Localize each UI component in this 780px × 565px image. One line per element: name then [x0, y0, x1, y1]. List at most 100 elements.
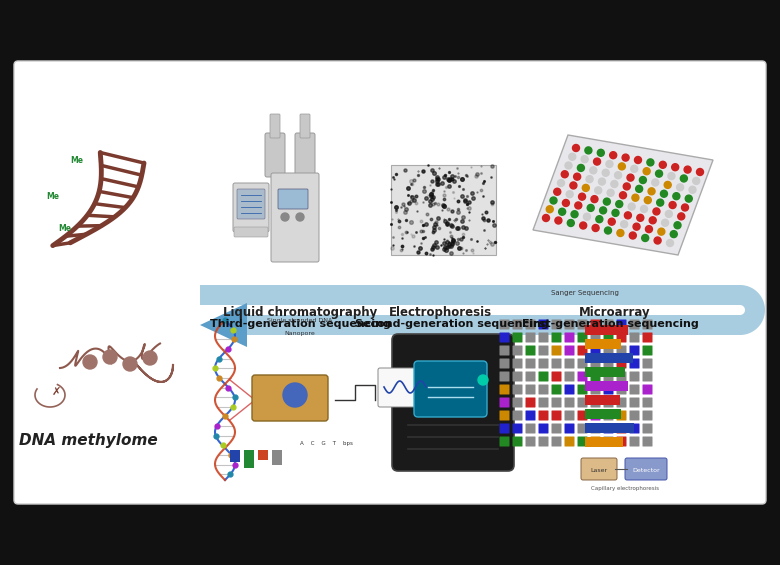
Circle shape	[573, 145, 580, 151]
FancyBboxPatch shape	[604, 385, 614, 394]
FancyBboxPatch shape	[604, 372, 614, 381]
Polygon shape	[740, 285, 765, 335]
Circle shape	[596, 216, 603, 223]
Circle shape	[567, 219, 574, 227]
Polygon shape	[200, 285, 740, 305]
FancyBboxPatch shape	[526, 359, 536, 368]
FancyBboxPatch shape	[577, 411, 587, 420]
Circle shape	[697, 168, 704, 176]
Circle shape	[562, 199, 569, 206]
FancyBboxPatch shape	[585, 395, 620, 405]
FancyBboxPatch shape	[643, 398, 653, 407]
FancyBboxPatch shape	[499, 437, 509, 446]
Circle shape	[555, 217, 562, 224]
Circle shape	[684, 166, 691, 173]
Circle shape	[580, 222, 587, 229]
Circle shape	[571, 211, 578, 218]
Circle shape	[581, 156, 588, 163]
Polygon shape	[200, 303, 247, 347]
Circle shape	[666, 240, 673, 246]
FancyBboxPatch shape	[512, 424, 523, 433]
FancyBboxPatch shape	[577, 424, 587, 433]
Circle shape	[689, 186, 696, 193]
Circle shape	[562, 171, 569, 178]
FancyBboxPatch shape	[526, 319, 536, 329]
FancyBboxPatch shape	[551, 385, 562, 394]
Circle shape	[636, 185, 643, 192]
Circle shape	[281, 213, 289, 221]
FancyBboxPatch shape	[643, 424, 653, 433]
Circle shape	[653, 208, 660, 215]
Circle shape	[644, 197, 651, 203]
FancyBboxPatch shape	[252, 375, 328, 421]
Circle shape	[550, 197, 557, 204]
Circle shape	[622, 154, 629, 161]
FancyBboxPatch shape	[551, 437, 562, 446]
FancyBboxPatch shape	[577, 332, 587, 342]
FancyBboxPatch shape	[590, 332, 601, 342]
FancyBboxPatch shape	[585, 325, 629, 335]
FancyBboxPatch shape	[551, 424, 562, 433]
Circle shape	[678, 213, 685, 220]
FancyBboxPatch shape	[278, 189, 308, 209]
Circle shape	[634, 157, 641, 163]
FancyBboxPatch shape	[378, 368, 432, 407]
Circle shape	[619, 163, 626, 170]
Circle shape	[659, 161, 666, 168]
Circle shape	[665, 181, 672, 188]
Text: Me: Me	[70, 156, 83, 165]
FancyBboxPatch shape	[590, 372, 601, 381]
FancyBboxPatch shape	[499, 319, 509, 329]
FancyBboxPatch shape	[629, 346, 640, 355]
Text: Second-generation sequencing: Second-generation sequencing	[355, 319, 549, 329]
FancyBboxPatch shape	[14, 61, 766, 504]
Text: Capillary electrophoresis: Capillary electrophoresis	[591, 486, 659, 491]
FancyBboxPatch shape	[565, 437, 575, 446]
FancyBboxPatch shape	[499, 359, 509, 368]
FancyBboxPatch shape	[538, 424, 548, 433]
FancyBboxPatch shape	[565, 319, 575, 329]
FancyBboxPatch shape	[604, 398, 614, 407]
FancyBboxPatch shape	[551, 359, 562, 368]
Circle shape	[627, 174, 634, 181]
FancyBboxPatch shape	[551, 372, 562, 381]
Circle shape	[558, 180, 565, 186]
Circle shape	[103, 350, 117, 364]
Circle shape	[672, 164, 679, 171]
FancyBboxPatch shape	[577, 385, 587, 394]
FancyBboxPatch shape	[577, 359, 587, 368]
FancyBboxPatch shape	[629, 359, 640, 368]
FancyBboxPatch shape	[616, 346, 626, 355]
Circle shape	[594, 187, 601, 194]
FancyBboxPatch shape	[585, 367, 626, 377]
FancyBboxPatch shape	[616, 411, 626, 420]
Circle shape	[655, 170, 662, 177]
Circle shape	[673, 193, 680, 199]
Circle shape	[591, 195, 598, 203]
Circle shape	[570, 182, 577, 189]
Circle shape	[661, 190, 668, 197]
Circle shape	[604, 198, 610, 205]
FancyBboxPatch shape	[590, 385, 601, 394]
FancyBboxPatch shape	[270, 114, 280, 138]
FancyBboxPatch shape	[526, 332, 536, 342]
FancyBboxPatch shape	[551, 346, 562, 355]
FancyBboxPatch shape	[625, 458, 667, 480]
FancyBboxPatch shape	[604, 437, 614, 446]
Circle shape	[587, 205, 594, 211]
Text: Single stranded DNA: Single stranded DNA	[268, 318, 332, 323]
FancyBboxPatch shape	[590, 346, 601, 355]
FancyBboxPatch shape	[629, 411, 640, 420]
Circle shape	[617, 229, 624, 237]
Circle shape	[583, 213, 590, 220]
FancyBboxPatch shape	[643, 385, 653, 394]
Circle shape	[296, 213, 304, 221]
FancyBboxPatch shape	[300, 114, 310, 138]
FancyBboxPatch shape	[629, 332, 640, 342]
FancyBboxPatch shape	[414, 361, 487, 417]
Circle shape	[676, 184, 683, 191]
Circle shape	[644, 168, 651, 175]
Circle shape	[608, 218, 615, 225]
FancyBboxPatch shape	[512, 398, 523, 407]
FancyBboxPatch shape	[499, 424, 509, 433]
